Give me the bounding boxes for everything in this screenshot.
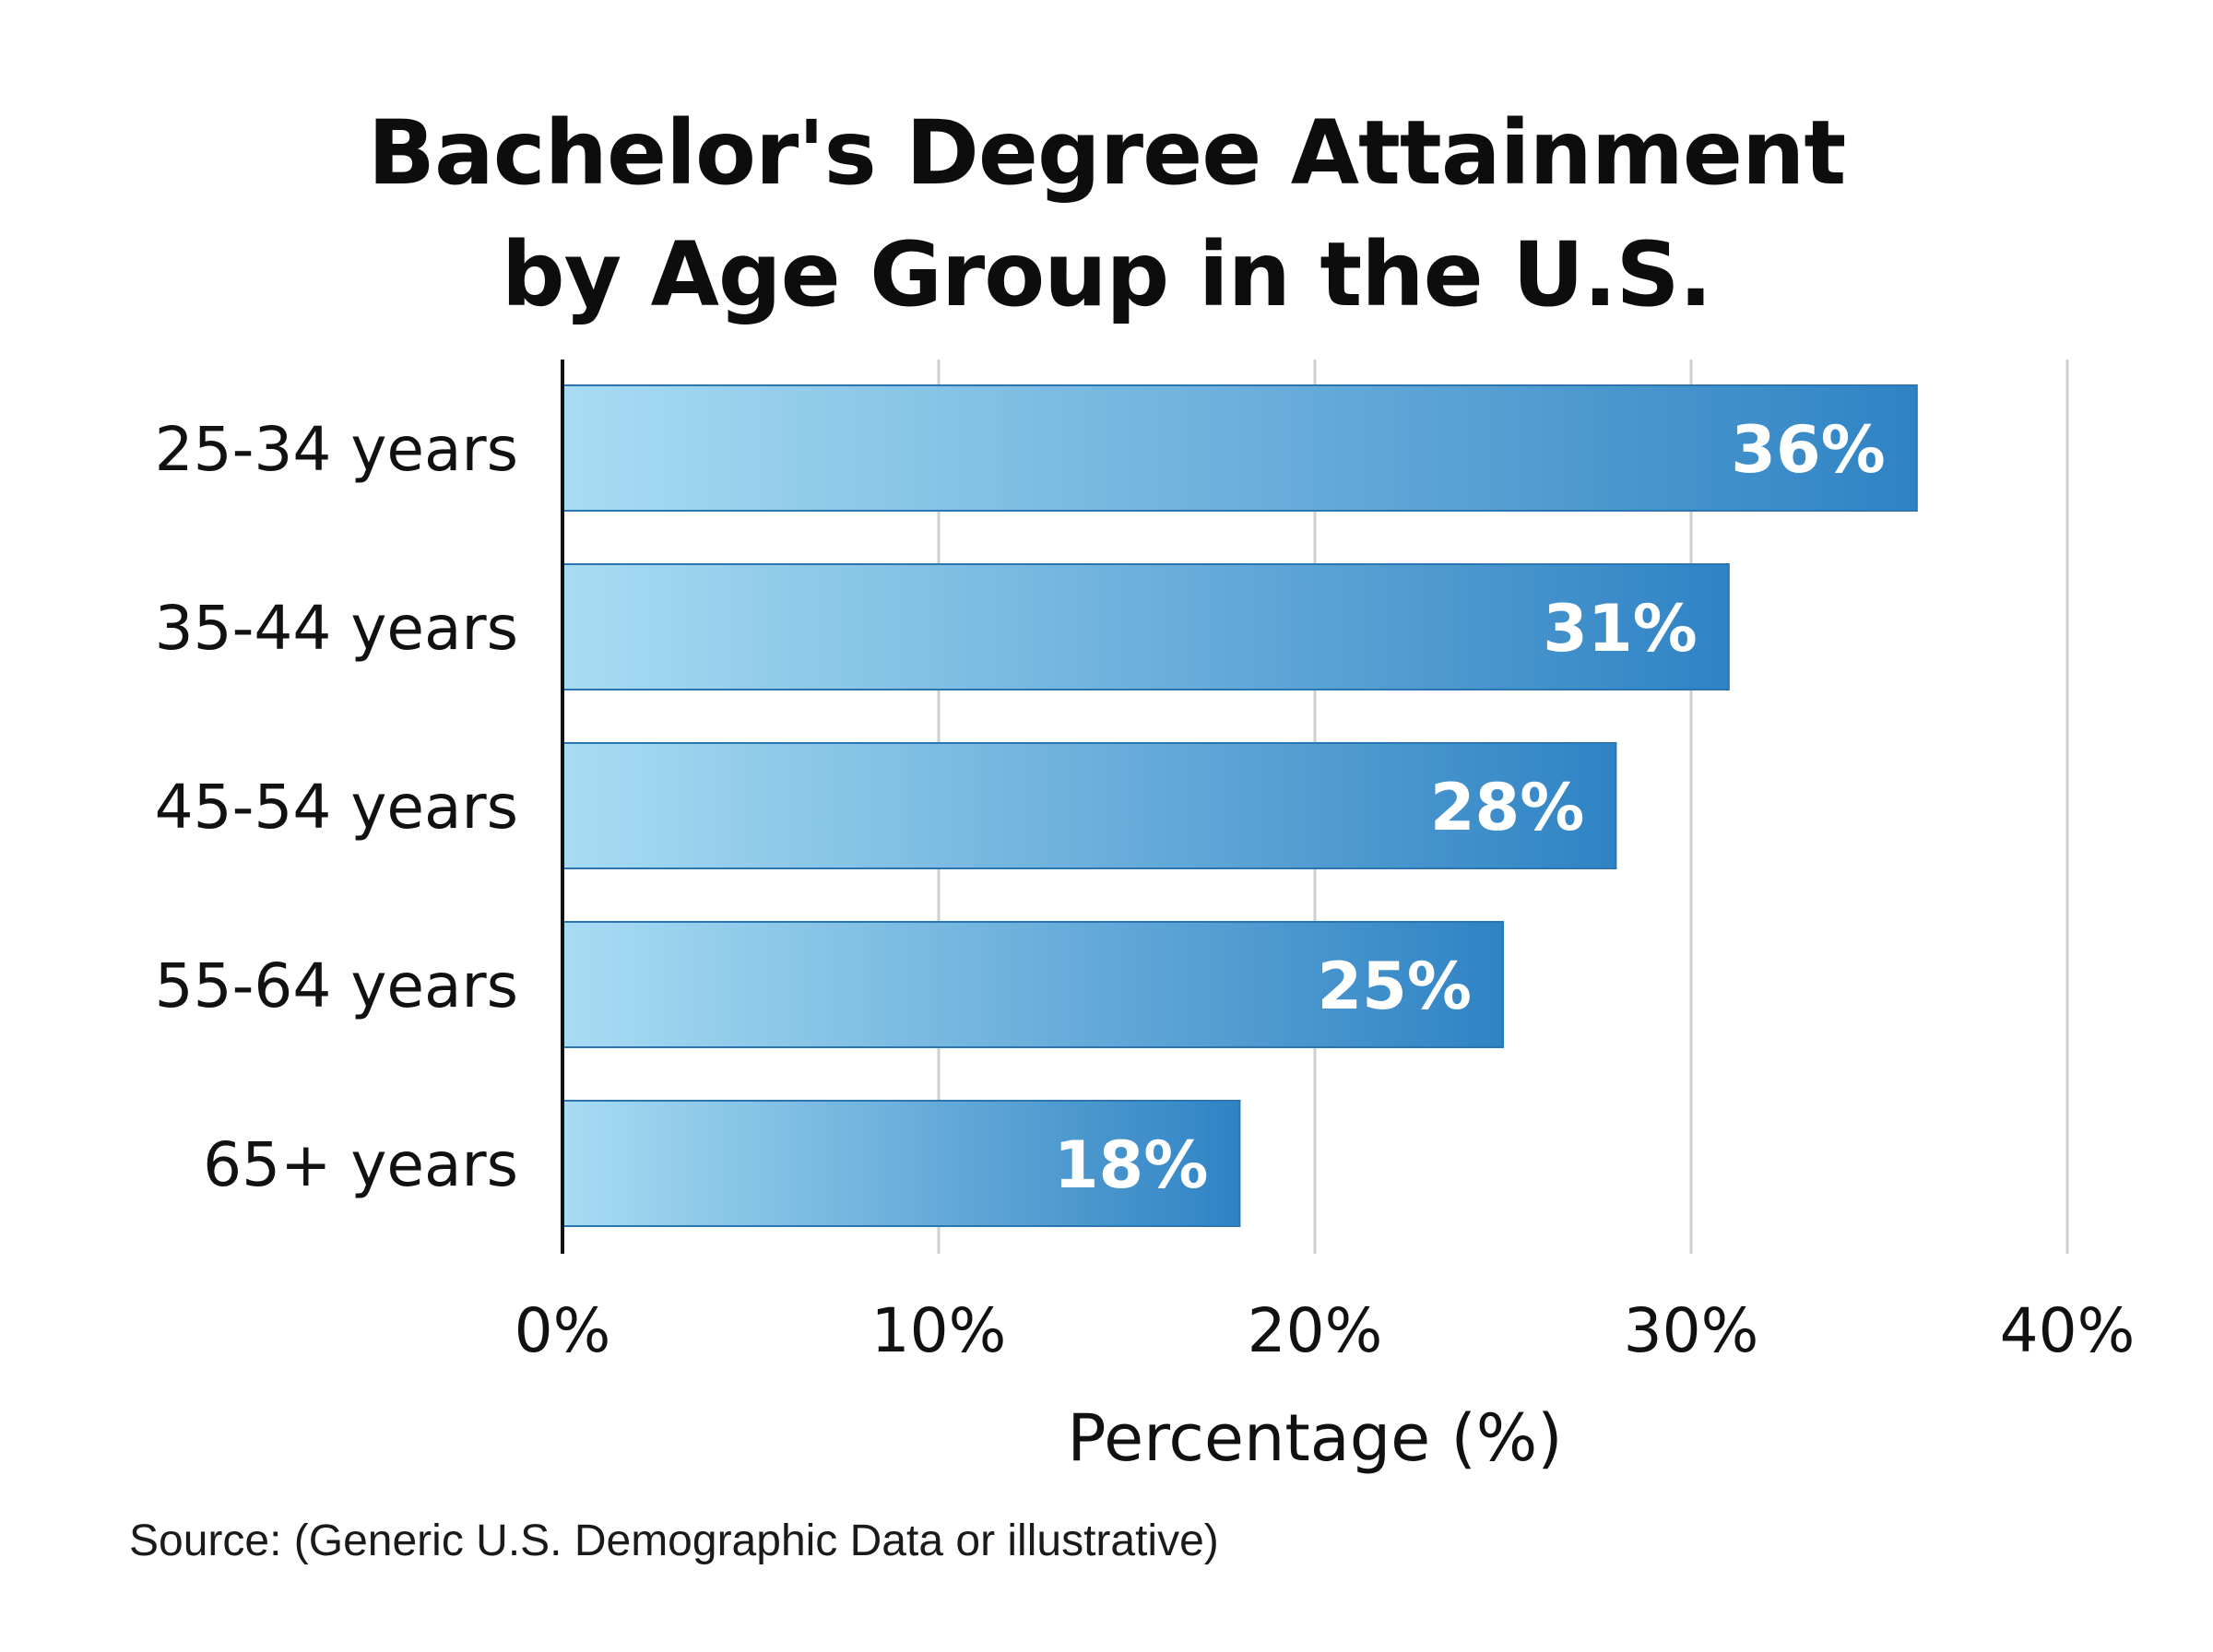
x-tick-label: 30% bbox=[1624, 1295, 1759, 1366]
x-tick-label: 40% bbox=[2000, 1295, 2136, 1366]
source-note: Source: (Generic U.S. Demographic Data o… bbox=[129, 1516, 1219, 1565]
category-label: 35-44 years bbox=[155, 593, 518, 664]
bar-value-label: 28% bbox=[1430, 770, 1585, 845]
chart-title-line-2: by Age Group in the U.S. bbox=[501, 223, 1712, 326]
labels: 36% 25-34 years 31% 35-44 years 28% 45-54 yea… bbox=[155, 412, 2136, 1476]
category-label: 55-64 years bbox=[155, 950, 518, 1021]
category-label: 45-54 years bbox=[155, 772, 518, 843]
chart-title-line-1: Bachelor's Degree Attainment bbox=[367, 101, 1846, 205]
category-label: 25-34 years bbox=[155, 414, 518, 485]
x-tick-label: 20% bbox=[1248, 1295, 1383, 1366]
chart-title: Bachelor's Degree Attainment by Age Grou… bbox=[0, 92, 2213, 336]
bars bbox=[562, 384, 1918, 1227]
x-tick-label: 10% bbox=[871, 1295, 1007, 1366]
bar-35-44-years bbox=[562, 563, 1730, 690]
bar-value-label: 18% bbox=[1054, 1127, 1209, 1203]
bar-value-label: 36% bbox=[1731, 412, 1886, 488]
bar-65-years bbox=[562, 1100, 1241, 1227]
bar-value-label: 25% bbox=[1317, 949, 1472, 1024]
x-axis-title: Percentage (%) bbox=[1067, 1400, 1562, 1476]
bar-25-34-years bbox=[562, 384, 1918, 512]
category-label: 65+ years bbox=[203, 1129, 518, 1200]
x-tick-label: 0% bbox=[515, 1295, 611, 1366]
bar-value-label: 31% bbox=[1543, 591, 1698, 667]
